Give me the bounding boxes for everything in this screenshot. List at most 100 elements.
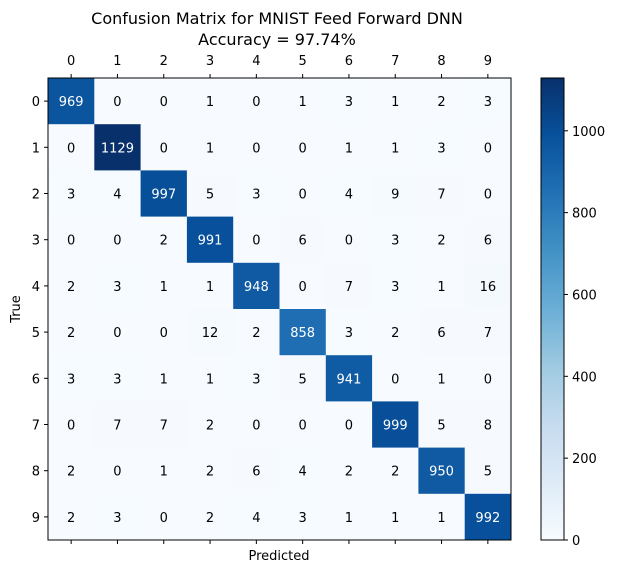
cell-value-label: 2 [345,465,353,480]
cell-value-label: 0 [299,419,307,434]
x-tick-labels: 0 1 2 3 4 5 6 7 8 9 [67,54,492,544]
cell-value-label: 8 [484,419,492,434]
x-tick-label: 1 [113,54,121,69]
cell-value-label: 858 [290,326,315,341]
cell-value-label: 5 [299,372,307,387]
cell-value-label: 1 [160,465,168,480]
cell-value-label: 3 [391,234,399,249]
heatmap-cell [464,170,512,218]
cell-value-label: 2 [160,234,168,249]
heatmap-cell [48,216,95,264]
cell-value-label: 2 [437,95,445,110]
cell-value-label: 4 [299,465,307,480]
cell-value-label: 7 [437,188,445,203]
x-tick-label: 9 [484,54,492,69]
cell-value-label: 0 [484,372,492,387]
heatmap-cell [140,262,188,310]
heatmap-cell [325,170,373,218]
heatmap-cell [325,124,373,171]
heatmap-cell [418,447,466,495]
cell-value-label: 3 [67,372,75,387]
heatmap-cell [94,78,142,125]
heatmap-cell [279,170,327,218]
cell-value-label: 0 [252,234,260,249]
heatmap-cell [325,493,373,541]
cell-value-label: 950 [429,465,454,480]
cell-value-label: 0 [160,141,168,156]
x-tick-label: 8 [437,54,445,69]
heatmap-cell [94,170,142,218]
cell-value-label: 2 [67,280,75,295]
heatmap-cell [48,262,95,310]
heatmap-cell [233,170,280,218]
cell-value-label: 0 [299,141,307,156]
x-tick-label: 0 [67,54,75,69]
heatmap-cell [325,78,373,125]
y-axis-label: True [9,295,24,324]
heatmap-cell [418,493,466,541]
cell-value-label: 0 [113,95,121,110]
heatmap-cell [94,124,142,171]
cell-value-label: 1 [345,141,353,156]
colorbar-tick-label: 600 [572,288,597,303]
cell-value-label: 0 [113,326,121,341]
heatmap-cell [418,309,466,356]
heatmap-cell [325,309,373,356]
heatmap-cell [94,355,142,402]
cell-value-label: 4 [252,511,260,526]
colorbar-tick-label: 1000 [572,125,605,140]
heatmap-cell [48,355,95,402]
cell-value-label: 3 [252,372,260,387]
chart-subtitle: Accuracy = 97.74% [198,30,356,49]
heatmap-cell [233,78,280,125]
heatmap-cell [94,309,142,356]
heatmap-cell [325,355,373,402]
cell-value-label: 0 [484,188,492,203]
heatmap-cell [48,401,95,449]
heatmap-cell [186,401,234,449]
cell-value-label: 948 [244,280,269,295]
cell-value-label: 6 [437,326,445,341]
heatmap-cell [94,401,142,449]
cell-value-label: 1 [437,280,445,295]
heatmap-cell [48,78,95,125]
cell-value-label: 0 [113,465,121,480]
y-tick-label: 3 [32,234,40,249]
heatmap-cell [279,216,327,264]
heatmap-cell [279,447,327,495]
colorbar-ticks: 0 200 400 600 800 1000 [564,125,605,549]
heatmap-cell [186,355,234,402]
cell-value-label: 999 [383,419,408,434]
cell-value-label: 3 [113,372,121,387]
cell-value-label: 2 [206,419,214,434]
cell-value-label: 0 [345,234,353,249]
cell-value-label: 0 [391,372,399,387]
heatmap-cell [233,355,280,402]
heatmap-cell [48,447,95,495]
heatmap-cell [233,216,280,264]
heatmap-cell [279,401,327,449]
heatmap-cell [233,309,280,356]
colorbar-tick-label: 400 [572,370,597,385]
heatmap-cell [372,124,419,171]
cell-value-label: 7 [160,419,168,434]
heatmap-cell [279,78,327,125]
cell-value-label: 3 [67,188,75,203]
heatmap-cell [464,124,512,171]
x-tick-label: 3 [206,54,214,69]
cell-value-label: 1 [206,280,214,295]
y-tick-label: 0 [32,95,40,110]
cell-value-label: 2 [437,234,445,249]
cell-value-label: 1129 [101,141,134,156]
heatmap-cell [372,309,419,356]
heatmap-cell [325,401,373,449]
heatmap-cell [279,124,327,171]
cell-value-label: 9 [391,188,399,203]
cell-value-label: 5 [484,465,492,480]
heatmap-cell [372,216,419,264]
cell-value-label: 0 [484,141,492,156]
heatmap-cell [186,124,234,171]
heatmap-cell [279,355,327,402]
y-tick-label: 5 [32,326,40,341]
cell-value-label: 1 [345,511,353,526]
